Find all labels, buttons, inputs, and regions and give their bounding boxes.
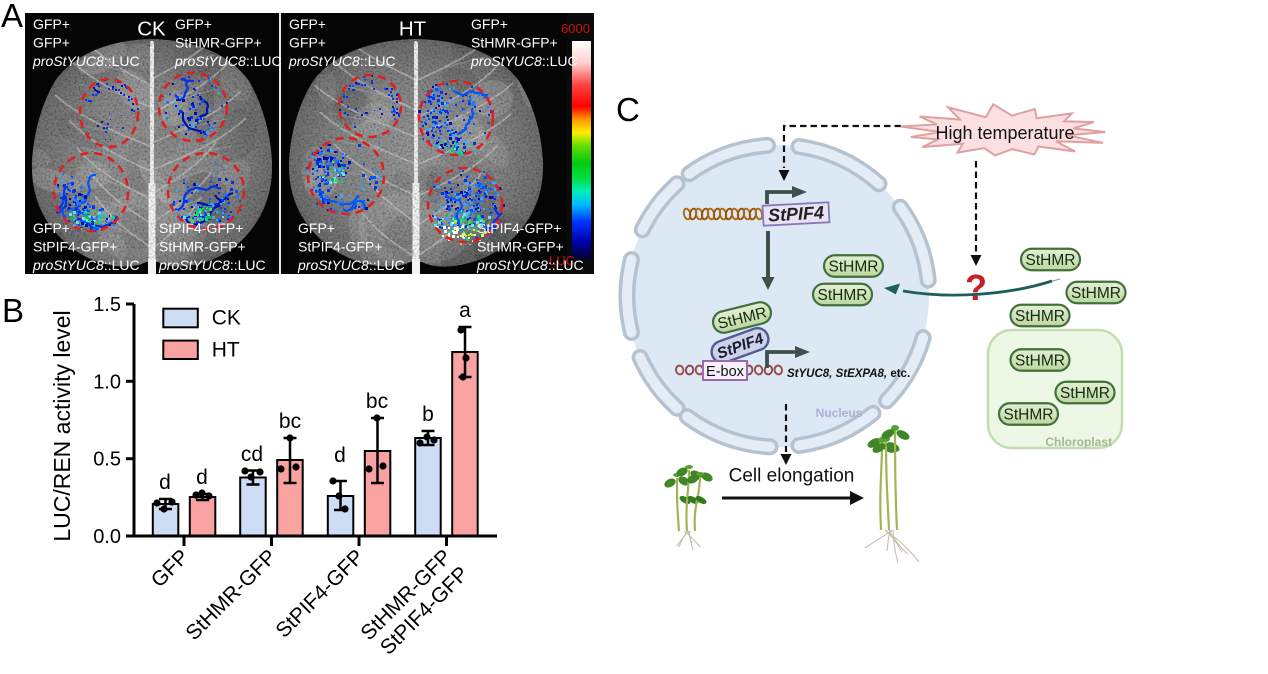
svg-text:StHMR: StHMR [818, 287, 868, 304]
svg-text:1.0: 1.0 [93, 371, 121, 393]
svg-text:Nucleus: Nucleus [816, 406, 863, 420]
svg-text:GFP+: GFP+ [33, 35, 70, 51]
svg-text:StPIF4-GFP+: StPIF4-GFP+ [159, 220, 243, 236]
svg-text:CK: CK [212, 307, 241, 330]
svg-text:StHMR: StHMR [1015, 308, 1065, 325]
svg-text:StPIF4-GFP+: StPIF4-GFP+ [33, 239, 117, 255]
svg-text:proStYUC8::LUC: proStYUC8::LUC [288, 53, 396, 69]
svg-text:StHMR-GFP+: StHMR-GFP+ [175, 35, 262, 51]
svg-text:LUC: LUC [549, 253, 575, 268]
svg-text:6000: 6000 [561, 21, 590, 36]
svg-text:d: d [196, 466, 208, 489]
svg-text:E-box: E-box [706, 364, 745, 380]
svg-text:GFP+: GFP+ [289, 35, 326, 51]
svg-text:StHMR: StHMR [1071, 285, 1121, 302]
svg-text:StHMR: StHMR [1060, 385, 1110, 402]
svg-text:A: A [1, 0, 23, 34]
svg-text:StPIF4: StPIF4 [768, 203, 825, 226]
svg-text:?: ? [965, 267, 987, 308]
svg-text:GFP+: GFP+ [471, 16, 508, 32]
svg-text:bc: bc [279, 410, 301, 433]
svg-text:bc: bc [366, 390, 388, 413]
svg-text:b: b [422, 403, 434, 426]
svg-text:HT: HT [399, 18, 427, 41]
svg-text:d: d [334, 444, 346, 467]
svg-text:Cell elongation: Cell elongation [729, 466, 855, 487]
svg-text:GFP+: GFP+ [298, 220, 335, 236]
svg-text:StHMR-GFP+: StHMR-GFP+ [477, 239, 564, 255]
svg-text:GFP+: GFP+ [33, 220, 70, 236]
svg-text:proStYUC8::LUC: proStYUC8::LUC [32, 53, 140, 69]
svg-text:StHMR: StHMR [1015, 353, 1065, 370]
svg-text:proStYUC8::LUC: proStYUC8::LUC [297, 257, 405, 273]
svg-text:CK: CK [137, 18, 166, 41]
svg-text:StPIF4-GFP+: StPIF4-GFP+ [477, 220, 561, 236]
svg-text:d: d [159, 471, 171, 494]
svg-text:a: a [459, 299, 471, 322]
svg-text:cd: cd [241, 443, 263, 466]
svg-text:GFP+: GFP+ [175, 16, 212, 32]
svg-text:proStYUC8::LUC: proStYUC8::LUC [158, 257, 266, 273]
svg-text:LUC/REN activity level: LUC/REN activity level [49, 310, 75, 541]
svg-text:StHMR-GFP+: StHMR-GFP+ [159, 239, 246, 255]
svg-text:0.0: 0.0 [93, 526, 121, 548]
svg-text:proStYUC8::LUC: proStYUC8::LUC [174, 53, 282, 69]
svg-text:StHMR: StHMR [1026, 252, 1076, 269]
svg-text:C: C [616, 91, 640, 128]
svg-text:StYUC8, StEXPA8, etc.: StYUC8, StEXPA8, etc. [787, 368, 910, 380]
svg-text:Chloroplast: Chloroplast [1045, 435, 1112, 449]
svg-text:High temperature: High temperature [935, 123, 1074, 143]
svg-text:1.5: 1.5 [93, 294, 121, 316]
svg-text:StPIF4-GFP+: StPIF4-GFP+ [298, 239, 382, 255]
svg-text:GFP+: GFP+ [33, 16, 70, 32]
svg-text:HT: HT [212, 339, 240, 362]
svg-text:StHMR: StHMR [1004, 407, 1054, 424]
svg-text:GFP+: GFP+ [289, 16, 326, 32]
svg-text:B: B [2, 292, 24, 329]
svg-text:proStYUC8::LUC: proStYUC8::LUC [470, 53, 578, 69]
svg-text:proStYUC8::LUC: proStYUC8::LUC [476, 257, 584, 273]
svg-text:proStYUC8::LUC: proStYUC8::LUC [32, 257, 140, 273]
svg-text:StHMR: StHMR [829, 259, 879, 276]
svg-text:0.5: 0.5 [93, 449, 121, 471]
svg-text:StHMR-GFP+: StHMR-GFP+ [471, 35, 558, 51]
